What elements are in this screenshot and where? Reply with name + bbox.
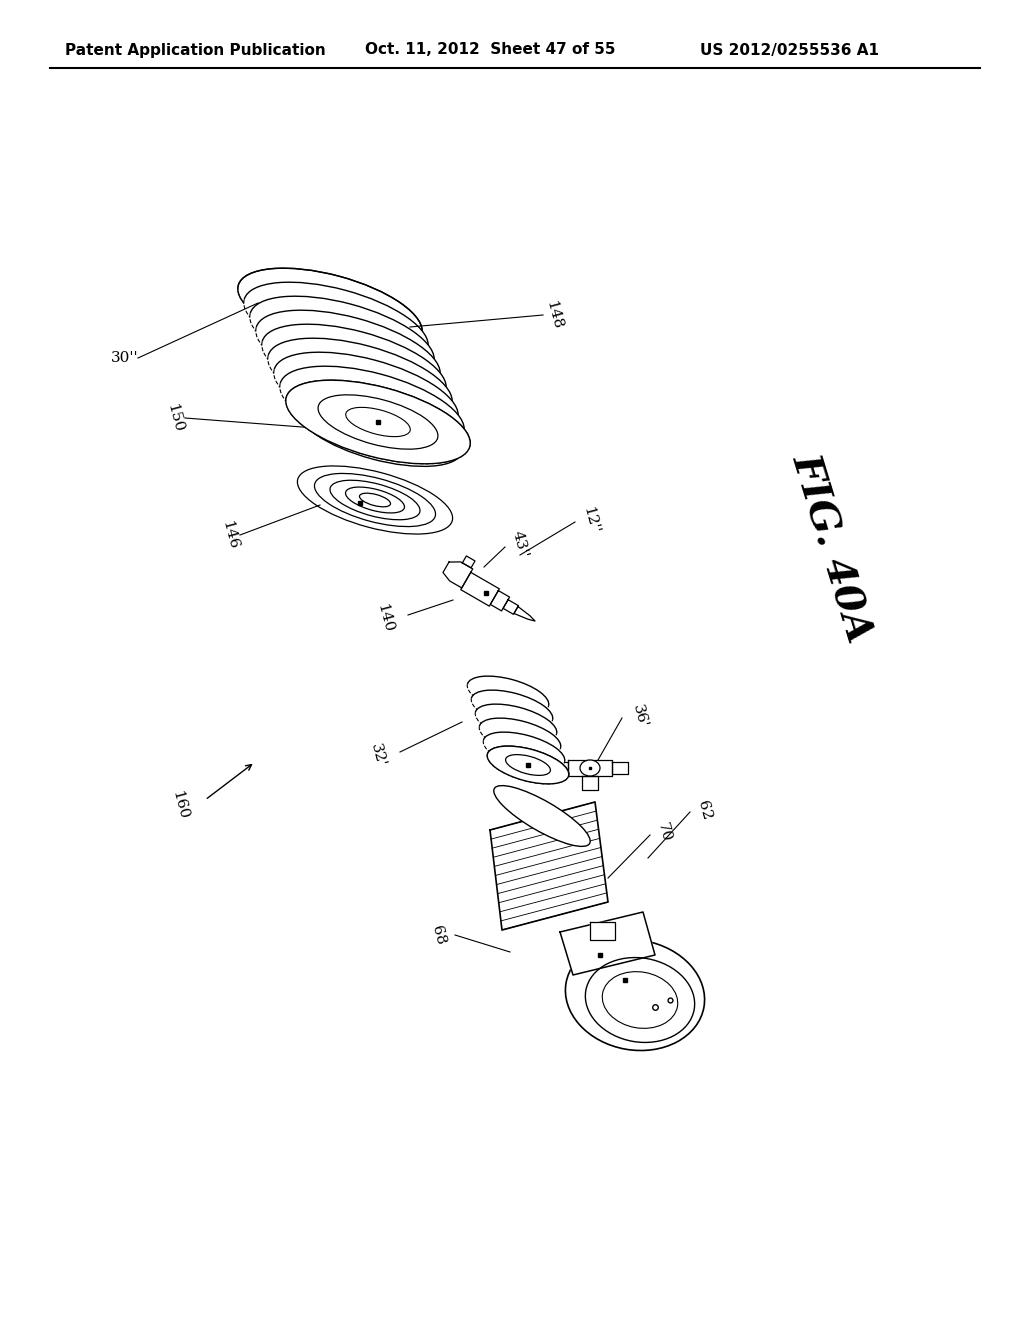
- Ellipse shape: [602, 972, 678, 1028]
- Ellipse shape: [297, 466, 453, 535]
- Ellipse shape: [314, 474, 435, 527]
- Polygon shape: [503, 599, 518, 614]
- Ellipse shape: [330, 480, 420, 520]
- Ellipse shape: [286, 380, 470, 463]
- Polygon shape: [490, 590, 510, 611]
- Ellipse shape: [262, 325, 446, 408]
- Polygon shape: [461, 573, 500, 606]
- Ellipse shape: [335, 411, 425, 450]
- Ellipse shape: [471, 690, 553, 727]
- Ellipse shape: [238, 268, 422, 352]
- Polygon shape: [568, 760, 612, 776]
- Ellipse shape: [318, 403, 441, 457]
- Ellipse shape: [506, 755, 551, 775]
- Ellipse shape: [346, 408, 411, 437]
- Polygon shape: [612, 762, 628, 774]
- Ellipse shape: [318, 395, 438, 449]
- Ellipse shape: [494, 785, 590, 846]
- Text: 148: 148: [543, 300, 564, 331]
- Ellipse shape: [467, 676, 549, 714]
- Polygon shape: [443, 562, 473, 587]
- Ellipse shape: [586, 957, 694, 1043]
- Ellipse shape: [483, 733, 565, 770]
- Polygon shape: [514, 606, 535, 620]
- Text: FIG. 40A: FIG. 40A: [785, 449, 879, 647]
- Ellipse shape: [286, 380, 470, 463]
- Ellipse shape: [273, 352, 458, 436]
- Text: 62: 62: [695, 799, 714, 821]
- Polygon shape: [560, 912, 655, 975]
- Text: 43'': 43'': [510, 529, 530, 560]
- Text: 150: 150: [164, 403, 185, 434]
- Polygon shape: [490, 803, 608, 931]
- Text: 32': 32': [369, 742, 388, 768]
- Polygon shape: [582, 776, 598, 789]
- Ellipse shape: [565, 940, 705, 1051]
- Ellipse shape: [359, 494, 390, 507]
- Text: 30'': 30'': [111, 351, 138, 366]
- Polygon shape: [463, 556, 475, 568]
- Text: 160: 160: [169, 789, 190, 821]
- Text: 140: 140: [374, 602, 395, 634]
- Ellipse shape: [256, 310, 440, 393]
- Text: 146: 146: [219, 519, 240, 550]
- Ellipse shape: [298, 393, 463, 466]
- Text: 68: 68: [429, 924, 449, 946]
- Polygon shape: [590, 921, 615, 940]
- Ellipse shape: [250, 296, 434, 380]
- Ellipse shape: [280, 366, 464, 450]
- Ellipse shape: [487, 746, 568, 784]
- Ellipse shape: [479, 718, 561, 756]
- Ellipse shape: [244, 282, 428, 366]
- Ellipse shape: [475, 704, 557, 742]
- Ellipse shape: [238, 268, 422, 352]
- Text: 36': 36': [630, 702, 649, 729]
- Text: 70: 70: [655, 821, 674, 843]
- Ellipse shape: [345, 487, 404, 513]
- Text: 12'': 12'': [580, 504, 601, 535]
- Text: Oct. 11, 2012  Sheet 47 of 55: Oct. 11, 2012 Sheet 47 of 55: [365, 42, 615, 58]
- Polygon shape: [555, 762, 568, 774]
- Text: US 2012/0255536 A1: US 2012/0255536 A1: [700, 42, 879, 58]
- Text: Patent Application Publication: Patent Application Publication: [65, 42, 326, 58]
- Ellipse shape: [580, 760, 600, 776]
- Ellipse shape: [487, 746, 568, 784]
- Ellipse shape: [268, 338, 453, 422]
